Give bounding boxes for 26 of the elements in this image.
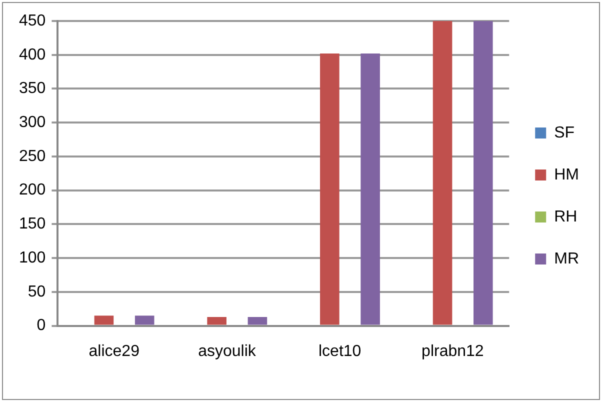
legend-label: MR — [554, 250, 580, 268]
y-tick-label: 50 — [28, 283, 46, 300]
x-tick-label: plrabn12 — [422, 342, 484, 360]
x-tick-label: alice29 — [88, 342, 140, 360]
legend-label: SF — [554, 124, 575, 142]
bar — [94, 316, 114, 325]
y-tick-label: 300 — [18, 114, 46, 132]
legend-label: HM — [554, 166, 580, 184]
legend-label: RH — [554, 208, 578, 226]
bar — [474, 21, 493, 325]
y-tick-label: 400 — [18, 46, 46, 64]
bar — [320, 54, 340, 325]
y-tick-label: 100 — [18, 249, 46, 266]
y-tick-label: 250 — [18, 148, 46, 165]
y-tick-label: 200 — [18, 182, 46, 199]
y-tick-label: 350 — [18, 80, 46, 98]
bar — [248, 316, 268, 325]
bar — [360, 54, 380, 325]
y-tick-label: 450 — [18, 12, 46, 30]
x-tick-label: asyoulik — [198, 342, 257, 360]
y-tick-label: 0 — [36, 317, 46, 334]
bar — [134, 316, 154, 325]
y-tick-label: 150 — [18, 216, 46, 233]
x-tick-label: lcet10 — [318, 342, 362, 360]
bar — [432, 21, 452, 325]
bar — [207, 316, 226, 325]
